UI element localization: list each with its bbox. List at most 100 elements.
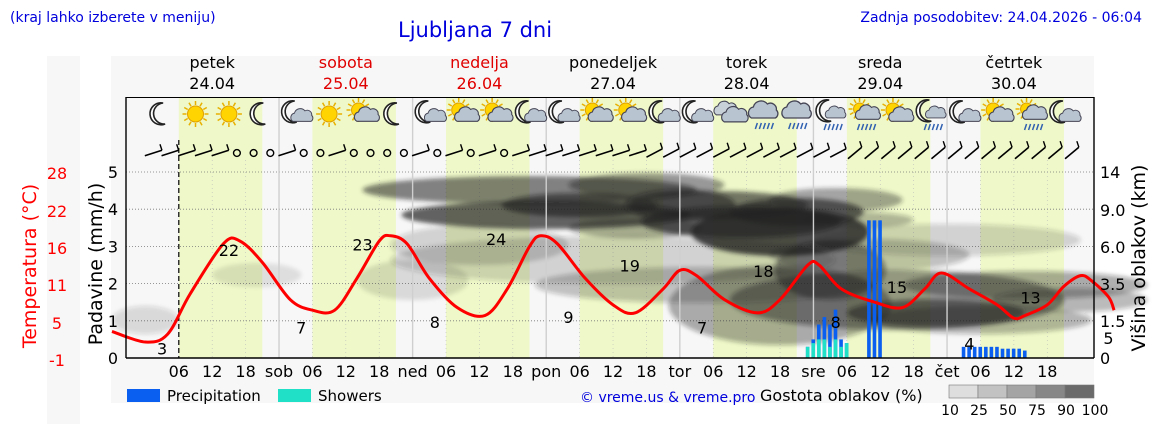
density-swatch [1006,384,1037,399]
wind-barb [512,149,530,157]
cloud-shape [454,106,481,122]
wind-barb-feather [709,142,714,149]
cloud-density-patch [991,288,1148,312]
sun-cloud-icon [880,98,915,122]
cloud-shape [691,108,715,122]
location-hint[interactable]: (kraj lahko izberete v meniju) [10,10,216,26]
day-name: nedelja [450,53,509,72]
sun-ray [629,99,633,104]
wind-calm [399,148,409,158]
temperature-label: 9 [563,308,573,327]
x-tick-label: 06 [169,362,189,381]
moon-shape [915,99,932,123]
density-swatch [1064,384,1095,399]
sun-ray [462,99,466,104]
sun-ray [221,121,226,126]
wind-barb-feather [776,142,780,149]
rain-drop [927,123,932,131]
moon-cloud-icon [414,100,447,124]
update-timestamp: Zadnja posodobitev: 24.04.2026 - 06:04 [860,10,1142,26]
wind-barb [981,146,996,160]
rain-drop [1027,123,1032,131]
x-tick-label: 12 [736,362,756,381]
precipitation-bar [1017,348,1022,358]
precipitation-bar [867,220,871,358]
sun-ray [361,99,366,104]
precipitation-bar [989,346,994,358]
sun-ray [498,103,503,107]
sun-ray [321,121,326,126]
cloud-shape [958,108,982,122]
wind-barb [864,146,879,160]
rain-drop [935,123,940,131]
precipitation-bar [1006,348,1010,358]
density-legend-value: 100 [1082,403,1109,419]
credit-link[interactable]: © vreme.us & vreme.pro [580,390,755,406]
sun-ray [188,102,192,107]
moon-icon [249,102,266,126]
day-name: ponedeljek [569,53,658,72]
day-abbr-label: čet [935,362,960,381]
sun-ray [447,103,453,107]
x-tick-label: 06 [837,362,857,381]
x-tick-label: 06 [302,362,322,381]
cloud-height-tick: 1.5 [1100,312,1125,331]
density-swatch [1035,384,1066,399]
density-legend-value: 50 [999,403,1017,419]
day-name: torek [726,53,768,72]
wind-calm [349,148,358,158]
wind-barb-feather [459,143,464,151]
precipitation-axis-title: Padavine (mm/h) [85,183,107,346]
wind-barb [1014,146,1030,160]
wind-barb [1031,146,1046,160]
wind-barb-feather [226,143,230,151]
sun-ray [1020,99,1024,104]
wind-barb [194,149,213,157]
wind-barb [1064,146,1080,160]
density-swatch [977,384,1008,399]
moon-shape [948,100,966,124]
wind-barb-feather [1042,140,1047,148]
rain-drop [864,123,869,131]
sun-ray [996,99,1000,104]
sun-ray [332,102,337,107]
cloud-density-patch [768,188,903,212]
wind-barb [779,148,797,158]
precipitation-bar [984,346,988,358]
wind-barb [662,148,680,158]
sun-ray [619,99,623,104]
x-tick-label: 18 [503,362,523,381]
sun-rain-icon [848,98,881,131]
rain-drop [835,123,839,131]
moon-cloud-icon [514,100,548,124]
rain-drop [923,123,928,131]
rain-drop [931,123,936,131]
sun-ray [332,121,337,126]
wind-barb [445,149,463,157]
wind-barb [177,149,196,157]
wind-barb-feather [1009,140,1013,148]
wind-barb-feather [576,143,581,151]
sun-ray [452,99,456,104]
temperature-tick: 22 [47,202,67,221]
wind-barb [679,148,697,158]
rain-drop [770,122,775,130]
wind-barb [646,148,663,158]
sun-ray [465,103,470,107]
precipitation-bar [1022,350,1027,358]
cloud-density-patch [501,193,658,217]
sun-ray [595,99,599,104]
wind-barb-feather [925,140,930,148]
shower-bar [839,346,843,358]
wind-barb [763,148,780,158]
temperature-label: 15 [887,278,907,297]
wind-barb [696,148,713,158]
sun-ray [481,113,486,117]
sun-ray [236,106,241,111]
sun-ray [585,99,589,104]
shower-bar [844,343,849,358]
wind-barb [595,149,614,157]
shower-bar [811,343,816,358]
wind-barb [997,146,1013,160]
